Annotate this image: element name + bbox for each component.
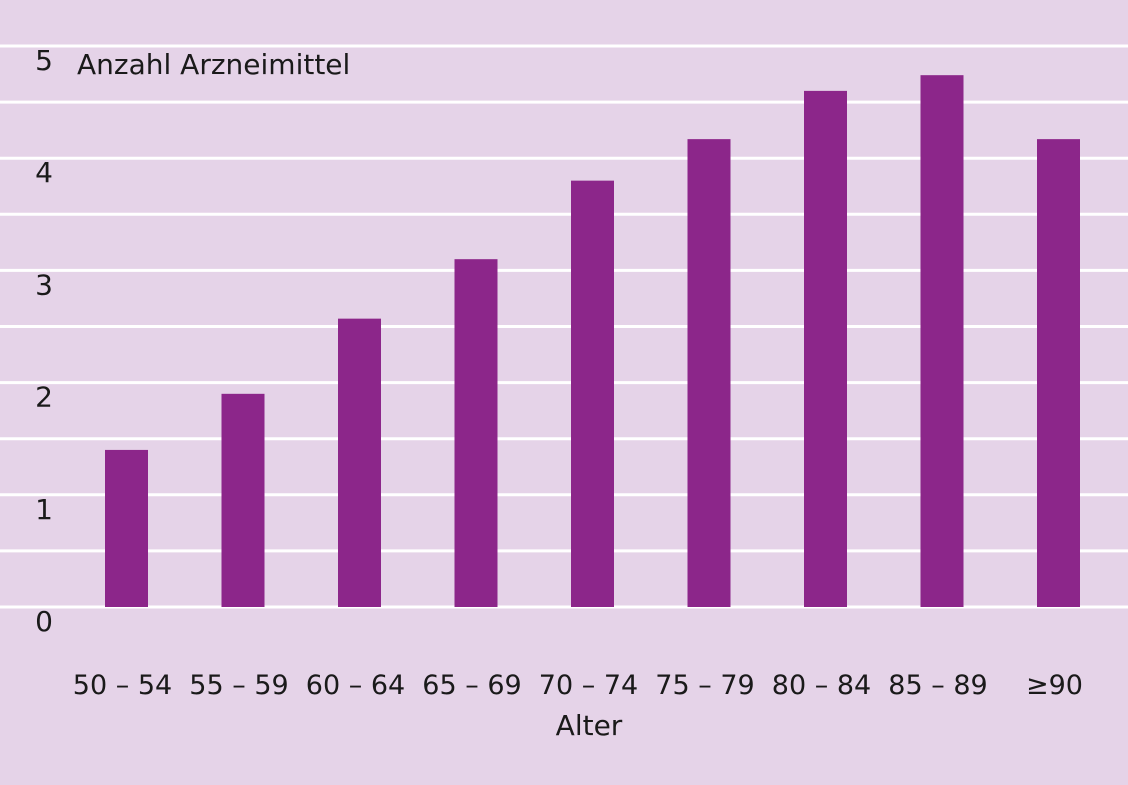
bar-5: [687, 139, 731, 607]
y-tick-labels: 0 1 2 3 4 5: [35, 44, 53, 638]
x-tick-label: 80 – 84: [772, 670, 871, 701]
y-tick-label: 5: [35, 44, 53, 77]
x-tick-label: ≥90: [1026, 670, 1083, 701]
y-tick-label: 0: [35, 605, 53, 638]
bar-0: [105, 449, 148, 607]
bar-1: [221, 393, 265, 607]
x-tick-label: 85 – 89: [888, 670, 987, 701]
x-tick-label: 60 – 64: [306, 670, 405, 701]
y-tick-label: 4: [35, 156, 53, 189]
x-axis-label: Alter: [556, 709, 623, 742]
y-tick-label: 3: [35, 268, 53, 301]
x-tick-label: 55 – 59: [189, 670, 288, 701]
bar-4: [571, 180, 614, 607]
bar-8: [1037, 139, 1080, 607]
x-tick-label: 75 – 79: [655, 670, 754, 701]
bar-6: [804, 90, 847, 607]
bar-2: [338, 318, 381, 607]
x-tick-label: 65 – 69: [422, 670, 521, 701]
x-tick-label: 70 – 74: [539, 670, 638, 701]
bar-3: [454, 259, 498, 607]
y-tick-label: 2: [35, 381, 53, 414]
x-tick-labels: 50 – 54 55 – 59 60 – 64 65 – 69 70 – 74 75 – …: [73, 670, 1083, 701]
bar-7: [920, 75, 964, 607]
y-axis-label: Anzahl Arzneimittel: [77, 48, 350, 81]
bars: [105, 75, 1080, 607]
y-tick-label: 1: [35, 493, 53, 526]
x-tick-label: 50 – 54: [73, 670, 172, 701]
